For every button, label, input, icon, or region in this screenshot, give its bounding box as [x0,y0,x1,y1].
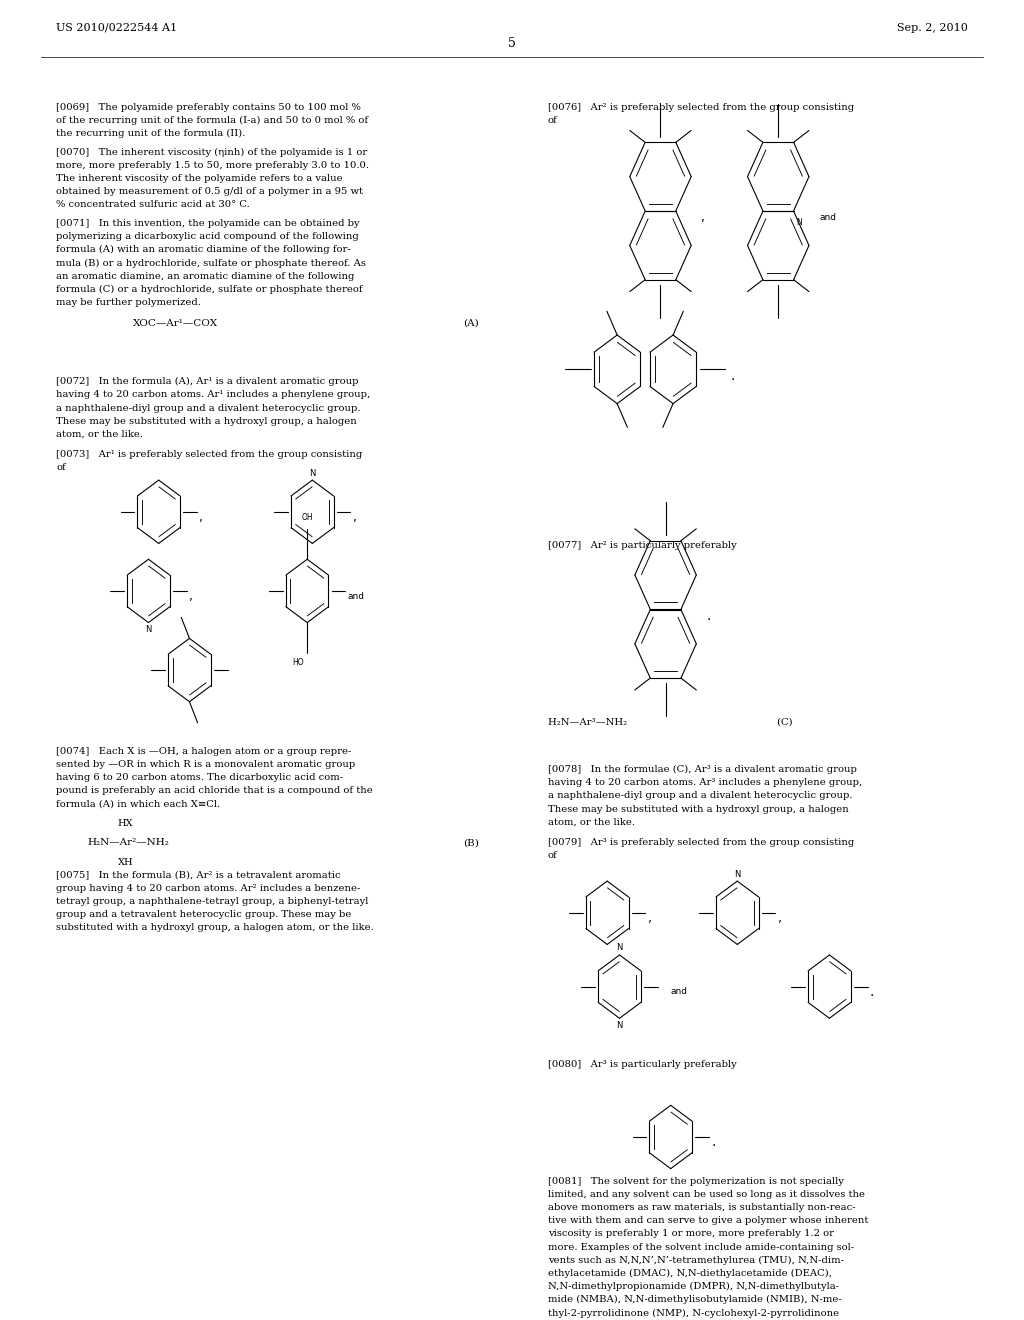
Text: tetrayl group, a naphthalene-tetrayl group, a biphenyl-tetrayl: tetrayl group, a naphthalene-tetrayl gro… [56,896,369,906]
Text: mula (B) or a hydrochloride, sulfate or phosphate thereof. As: mula (B) or a hydrochloride, sulfate or … [56,259,367,268]
Text: a naphthalene-diyl group and a divalent heterocyclic group.: a naphthalene-diyl group and a divalent … [56,404,360,413]
Text: polymerizing a dicarboxylic acid compound of the following: polymerizing a dicarboxylic acid compoun… [56,232,359,242]
Text: [0071]   In this invention, the polyamide can be obtained by: [0071] In this invention, the polyamide … [56,219,360,228]
Text: N: N [616,1020,623,1030]
Text: more. Examples of the solvent include amide-containing sol-: more. Examples of the solvent include am… [548,1242,854,1251]
Text: pound is preferably an acid chloride that is a compound of the: pound is preferably an acid chloride tha… [56,787,373,795]
Text: obtained by measurement of 0.5 g/dl of a polymer in a 95 wt: obtained by measurement of 0.5 g/dl of a… [56,187,364,197]
Text: atom, or the like.: atom, or the like. [56,430,143,440]
Text: N: N [145,626,152,634]
Text: [0077]   Ar² is particularly preferably: [0077] Ar² is particularly preferably [548,541,736,550]
Text: ,: , [189,590,194,603]
Text: [0070]   The inherent viscosity (ηinh) of the polyamide is 1 or: [0070] The inherent viscosity (ηinh) of … [56,148,368,157]
Text: of the recurring unit of the formula (I-a) and 50 to 0 mol % of: of the recurring unit of the formula (I-… [56,116,369,125]
Text: a naphthalene-diyl group and a divalent heterocyclic group.: a naphthalene-diyl group and a divalent … [548,792,852,800]
Text: ,: , [778,912,782,924]
Text: substituted with a hydroxyl group, a halogen atom, or the like.: substituted with a hydroxyl group, a hal… [56,923,374,932]
Text: group and a tetravalent heterocyclic group. These may be: group and a tetravalent heterocyclic gro… [56,909,351,919]
Text: ,: , [353,511,357,524]
Text: sented by —OR in which R is a monovalent aromatic group: sented by —OR in which R is a monovalent… [56,760,355,768]
Text: [0074]   Each X is —OH, a halogen atom or a group repre-: [0074] Each X is —OH, a halogen atom or … [56,747,351,755]
Text: [0080]   Ar³ is particularly preferably: [0080] Ar³ is particularly preferably [548,1060,736,1069]
Text: group having 4 to 20 carbon atoms. Ar² includes a benzene-: group having 4 to 20 carbon atoms. Ar² i… [56,883,360,892]
Text: and: and [671,987,687,997]
Text: atom, or the like.: atom, or the like. [548,818,635,826]
Text: .: . [712,1135,716,1150]
Text: .: . [870,985,874,999]
Text: [0072]   In the formula (A), Ar¹ is a divalent aromatic group: [0072] In the formula (A), Ar¹ is a diva… [56,378,358,387]
Text: These may be substituted with a hydroxyl group, a halogen: These may be substituted with a hydroxyl… [56,417,357,426]
Text: [0069]   The polyamide preferably contains 50 to 100 mol %: [0069] The polyamide preferably contains… [56,103,361,112]
Text: % concentrated sulfuric acid at 30° C.: % concentrated sulfuric acid at 30° C. [56,201,250,210]
Text: US 2010/0222544 A1: US 2010/0222544 A1 [56,22,177,33]
Text: HO: HO [293,659,304,667]
Text: [0075]   In the formula (B), Ar² is a tetravalent aromatic: [0075] In the formula (B), Ar² is a tetr… [56,871,341,879]
Text: ,: , [648,912,652,924]
Text: XOC—Ar¹—COX: XOC—Ar¹—COX [133,318,218,327]
Text: thyl-2-pyrrolidinone (NMP), N-cyclohexyl-2-pyrrolidinone: thyl-2-pyrrolidinone (NMP), N-cyclohexyl… [548,1308,839,1317]
Text: Sep. 2, 2010: Sep. 2, 2010 [897,22,968,33]
Text: mide (NMBA), N,N-dimethylisobutylamide (NMIB), N-me-: mide (NMBA), N,N-dimethylisobutylamide (… [548,1295,842,1304]
Text: of: of [56,463,67,473]
Text: of: of [548,851,558,859]
Text: [0078]   In the formulae (C), Ar³ is a divalent aromatic group: [0078] In the formulae (C), Ar³ is a div… [548,766,857,774]
Text: formula (C) or a hydrochloride, sulfate or phosphate thereof: formula (C) or a hydrochloride, sulfate … [56,285,362,294]
Text: N: N [616,944,623,953]
Text: may be further polymerized.: may be further polymerized. [56,298,201,308]
Text: having 4 to 20 carbon atoms. Ar³ includes a phenylene group,: having 4 to 20 carbon atoms. Ar³ include… [548,779,862,787]
Text: having 6 to 20 carbon atoms. The dicarboxylic acid com-: having 6 to 20 carbon atoms. The dicarbo… [56,774,343,781]
Text: .: . [730,368,735,383]
Text: N,N-dimethylpropionamide (DMPR), N,N-dimethylbutyla-: N,N-dimethylpropionamide (DMPR), N,N-dim… [548,1282,839,1291]
Text: (B): (B) [463,838,479,847]
Text: [0073]   Ar¹ is preferably selected from the group consisting: [0073] Ar¹ is preferably selected from t… [56,450,362,459]
Text: of: of [548,116,558,125]
Text: vents such as N,N,N’,N’-tetramethylurea (TMU), N,N-dim-: vents such as N,N,N’,N’-tetramethylurea … [548,1255,844,1265]
Text: The inherent viscosity of the polyamide refers to a value: The inherent viscosity of the polyamide … [56,174,343,183]
Text: more, more preferably 1.5 to 50, more preferably 3.0 to 10.0.: more, more preferably 1.5 to 50, more pr… [56,161,370,170]
Text: tive with them and can serve to give a polymer whose inherent: tive with them and can serve to give a p… [548,1216,868,1225]
Text: limited, and any solvent can be used so long as it dissolves the: limited, and any solvent can be used so … [548,1189,865,1199]
Text: XH: XH [118,858,133,867]
Text: formula (A) with an aromatic diamine of the following for-: formula (A) with an aromatic diamine of … [56,246,351,255]
Text: H₂N—Ar²—NH₂: H₂N—Ar²—NH₂ [87,838,169,847]
Text: N: N [797,218,803,227]
Text: These may be substituted with a hydroxyl group, a halogen: These may be substituted with a hydroxyl… [548,805,849,813]
Text: ,: , [200,511,204,524]
Text: H₂N—Ar³—NH₂                                                (C): H₂N—Ar³—NH₂ (C) [548,718,793,726]
Text: .: . [707,609,711,623]
Text: and: and [348,591,365,601]
Text: the recurring unit of the formula (II).: the recurring unit of the formula (II). [56,129,246,139]
Text: and: and [819,213,837,222]
Text: having 4 to 20 carbon atoms. Ar¹ includes a phenylene group,: having 4 to 20 carbon atoms. Ar¹ include… [56,391,371,400]
Text: formula (A) in which each X≡Cl.: formula (A) in which each X≡Cl. [56,800,220,808]
Text: HX: HX [118,818,133,828]
Text: viscosity is preferably 1 or more, more preferably 1.2 or: viscosity is preferably 1 or more, more … [548,1229,834,1238]
Text: above monomers as raw materials, is substantially non-reac-: above monomers as raw materials, is subs… [548,1203,855,1212]
Text: ethylacetamide (DMAC), N,N-diethylacetamide (DEAC),: ethylacetamide (DMAC), N,N-diethylacetam… [548,1269,831,1278]
Text: [0081]   The solvent for the polymerization is not specially: [0081] The solvent for the polymerizatio… [548,1176,844,1185]
Text: N: N [734,870,740,879]
Text: [0076]   Ar² is preferably selected from the group consisting: [0076] Ar² is preferably selected from t… [548,103,854,112]
Text: (A): (A) [464,318,479,327]
Text: ,: , [701,211,706,224]
Text: an aromatic diamine, an aromatic diamine of the following: an aromatic diamine, an aromatic diamine… [56,272,354,281]
Text: OH: OH [301,513,313,523]
Text: 5: 5 [508,37,516,50]
Text: [0079]   Ar³ is preferably selected from the group consisting: [0079] Ar³ is preferably selected from t… [548,838,854,846]
Text: N: N [309,469,315,478]
